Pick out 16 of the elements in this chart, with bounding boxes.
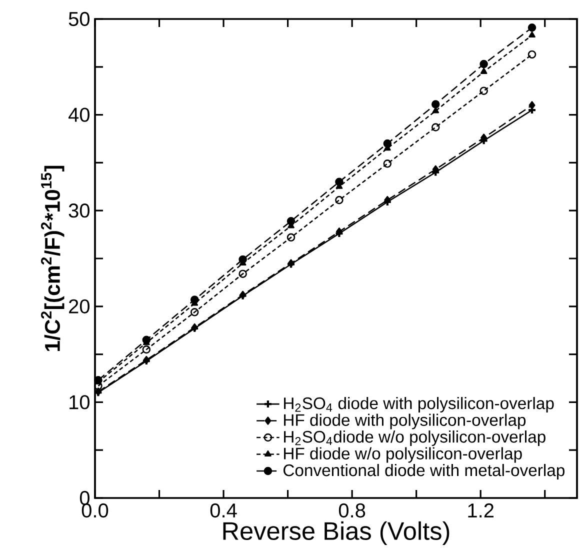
text: 1/C$^{2}$[(cm$^{2}$/F)$^{2}$*10$^{15}$] <box>41 166 64 351</box>
y-tick-label: 30 <box>68 204 90 218</box>
x-tick-label: 0.8 <box>338 503 366 518</box>
x-tick-label: 0.4 <box>210 503 237 518</box>
legend-label: H$_{2}$SO$_{4}$diode w/o polysilicon-overlap <box>284 430 546 446</box>
legend-label: HF diode with polysilicon-overlap <box>284 414 526 430</box>
x-axis-title: Reverse Bias (Volts) <box>223 521 450 545</box>
y-tick-label: 50 <box>68 12 90 26</box>
y-tick-label: 10 <box>70 395 90 410</box>
legend-label: HF diode w/o polysilicon-overlap <box>284 447 522 463</box>
x-tick-label: 0.0 <box>82 503 108 518</box>
y-tick-label: 20 <box>69 299 90 314</box>
x-tick-label: 1.2 <box>468 503 494 518</box>
legend-label: H$_{2}$SO$_{4}$ diode with polysilicon-overlap <box>284 396 554 413</box>
legend-label: Conventional diode with metal-overlap <box>284 464 564 480</box>
y-tick-label: 40 <box>68 108 90 122</box>
